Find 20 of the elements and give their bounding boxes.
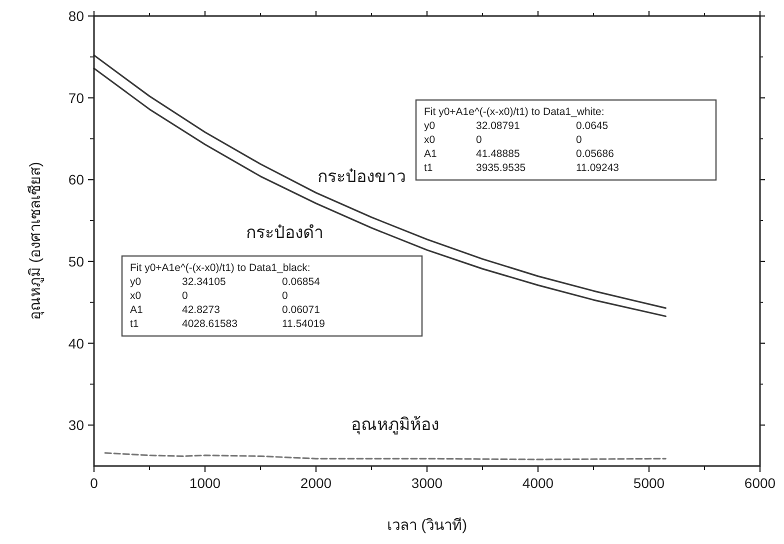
fit-box: Fit y0+A1e^(-(x-x0)/t1) to Data1_white: y0 32.08791 0.0645 x0 0 0 A1 41.48885 0.05686 t1 3935.9535 11.09243 [415,99,717,181]
annotation: อุณหภูมิห้อง [351,415,439,435]
y-tick-label: 80 [68,8,84,24]
x-tick-label: 1000 [189,475,221,491]
x-tick-label: 0 [90,475,98,491]
x-tick-label: 5000 [633,475,665,491]
annotation: กระป๋องขาว [318,167,406,186]
x-tick-label: 2000 [300,475,332,491]
x-tick-label: 6000 [744,475,776,491]
y-tick-label: 60 [68,172,84,188]
annotation: กระป๋องดำ [246,223,324,242]
x-tick-label: 4000 [522,475,554,491]
y-tick-label: 30 [68,417,84,434]
y-tick-label: 40 [68,335,84,352]
y-tick-label: 70 [68,90,84,106]
fit-box: Fit y0+A1e^(-(x-x0)/t1) to Data1_black: y0 32.34105 0.06854 x0 0 0 A1 42.8273 0.06071 t1 4028.61583 11.54019 [121,255,423,337]
y-axis-title: อุณหภูมิ (องศาเซลเซียส) [27,162,45,320]
y-tick-label: 50 [68,253,84,270]
x-axis-title: เวลา (วินาที) [386,517,468,534]
x-tick-label: 3000 [411,475,443,491]
